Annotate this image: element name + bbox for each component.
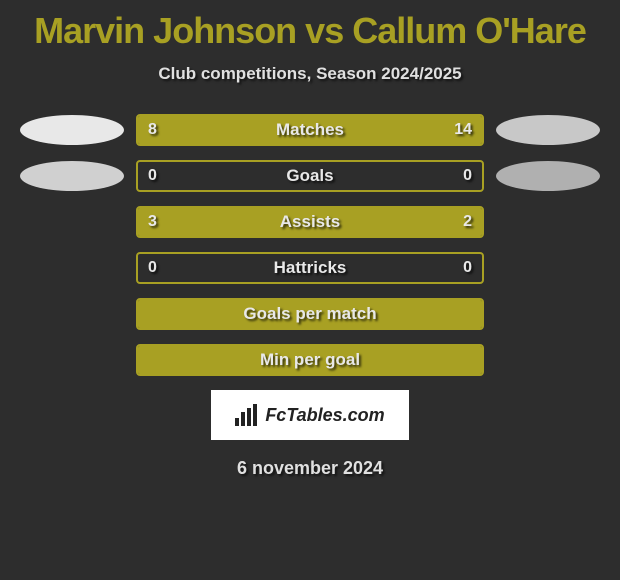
- stat-row: 3 2 Assists: [20, 206, 600, 238]
- watermark-badge: FcTables.com: [211, 390, 408, 440]
- stat-value-right: 14: [454, 121, 472, 139]
- stat-row: Min per goal: [20, 344, 600, 376]
- stat-label: Min per goal: [260, 350, 360, 370]
- stat-label: Assists: [280, 212, 340, 232]
- team-badge-right: [496, 115, 600, 145]
- stat-row: Goals per match: [20, 298, 600, 330]
- stat-row: 0 0 Hattricks: [20, 252, 600, 284]
- stat-value-left: 0: [148, 167, 157, 185]
- watermark-text: FcTables.com: [265, 405, 384, 426]
- stat-value-left: 0: [148, 259, 157, 277]
- team-badge-right: [496, 161, 600, 191]
- stat-label: Goals per match: [243, 304, 376, 324]
- stat-value-left: 3: [148, 213, 157, 231]
- stat-bar: 8 14 Matches: [136, 114, 484, 146]
- chart-icon: [235, 404, 257, 426]
- comparison-subtitle: Club competitions, Season 2024/2025: [0, 64, 620, 84]
- stat-label: Hattricks: [274, 258, 347, 278]
- stat-label: Matches: [276, 120, 344, 140]
- stat-bar: 0 0 Hattricks: [136, 252, 484, 284]
- stat-bar: Min per goal: [136, 344, 484, 376]
- team-badge-left: [20, 161, 124, 191]
- stat-label: Goals: [286, 166, 333, 186]
- date-label: 6 november 2024: [0, 458, 620, 479]
- bar-fill-right: [344, 208, 482, 236]
- stats-chart: 8 14 Matches 0 0 Goals 3 2 Assists 0 0 Hattricks Goa…: [0, 114, 620, 376]
- stat-bar: Goals per match: [136, 298, 484, 330]
- team-badge-left: [20, 115, 124, 145]
- stat-value-right: 0: [463, 259, 472, 277]
- stat-value-right: 0: [463, 167, 472, 185]
- stat-value-left: 8: [148, 121, 157, 139]
- stat-row: 0 0 Goals: [20, 160, 600, 192]
- stat-bar: 0 0 Goals: [136, 160, 484, 192]
- stat-bar: 3 2 Assists: [136, 206, 484, 238]
- watermark-container: FcTables.com: [0, 390, 620, 440]
- stat-row: 8 14 Matches: [20, 114, 600, 146]
- comparison-title: Marvin Johnson vs Callum O'Hare: [0, 0, 620, 52]
- stat-value-right: 2: [463, 213, 472, 231]
